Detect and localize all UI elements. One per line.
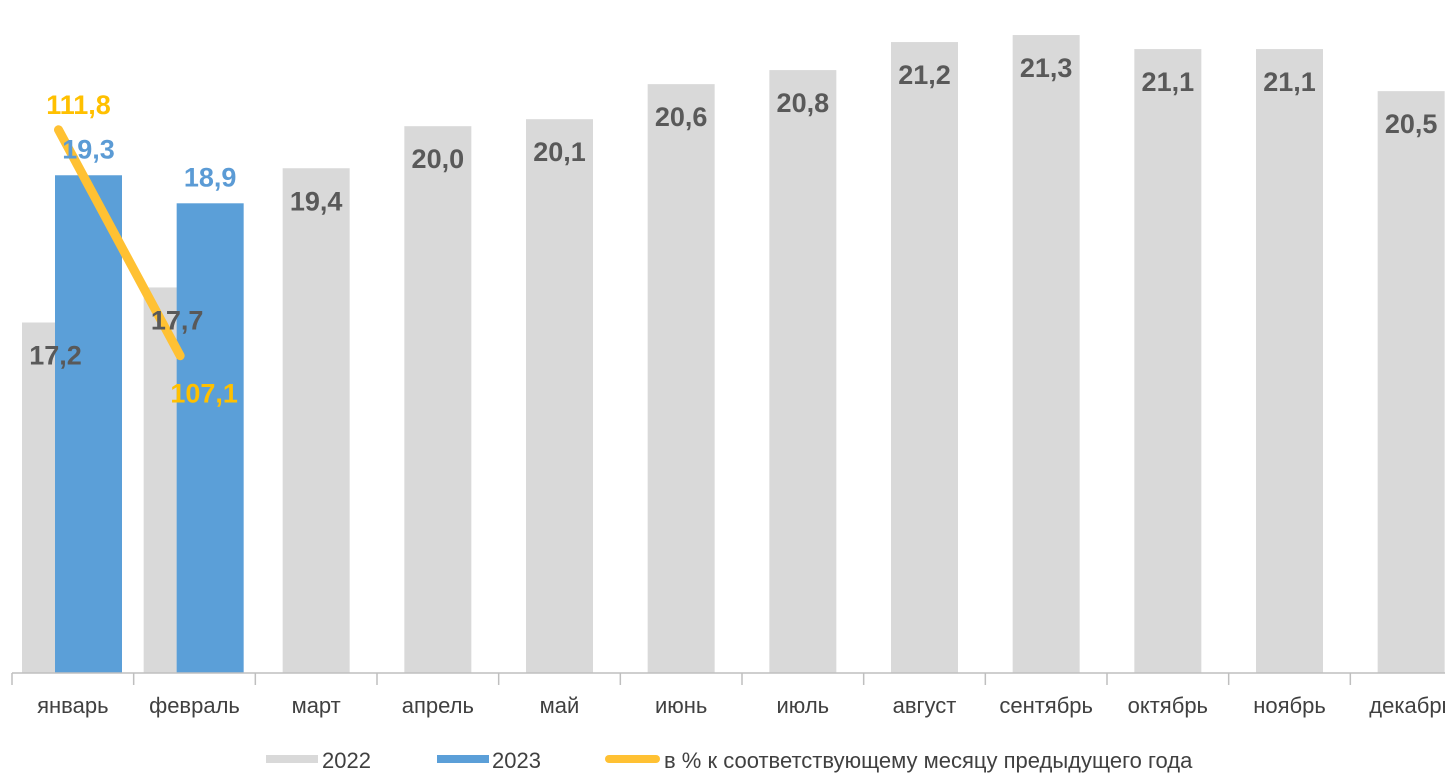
data-label-2022: 21,1 (1263, 67, 1316, 97)
legend-label-2022: 2022 (322, 748, 371, 773)
category-label: сентябрь (999, 693, 1093, 718)
data-label-2022: 21,2 (898, 60, 951, 90)
legend-label-2023: 2023 (492, 748, 541, 773)
bar-2022 (891, 42, 958, 673)
category-label: январь (37, 693, 108, 718)
category-label: апрель (402, 693, 474, 718)
data-label-pct: 107,1 (170, 379, 238, 409)
data-label-2022: 21,3 (1020, 53, 1073, 83)
data-label-2023: 19,3 (62, 134, 115, 164)
bar-2022 (526, 119, 593, 673)
bar-2023 (55, 175, 122, 673)
category-label: февраль (149, 693, 240, 718)
legend-swatch-2023 (437, 755, 489, 763)
data-label-2022: 20,6 (655, 102, 708, 132)
category-label: май (540, 693, 580, 718)
bar-2023 (177, 203, 244, 673)
data-label-2022: 20,0 (412, 144, 465, 174)
legend-label-line: в % к соответствующему месяцу предыдущег… (664, 748, 1193, 773)
bar-2022 (1013, 35, 1080, 673)
category-label: июнь (655, 693, 707, 718)
data-label-2022: 20,1 (533, 137, 586, 167)
bar-2022 (283, 168, 350, 673)
bar-2022 (1256, 49, 1323, 673)
data-label-2022: 19,4 (290, 186, 343, 216)
bar-2022 (1378, 91, 1445, 673)
bar-2022 (1134, 49, 1201, 673)
category-label: август (893, 693, 957, 718)
category-label: октябрь (1128, 693, 1208, 718)
category-labels: январь февраль март апрель май июнь июль август… (37, 693, 1445, 718)
data-label-pct: 111,8 (46, 90, 111, 120)
data-label-2022: 20,8 (777, 88, 830, 118)
legend-swatch-2022 (266, 755, 318, 763)
data-label-2022: 20,5 (1385, 109, 1438, 139)
bars-layer (22, 35, 1445, 673)
x-axis-ticks (12, 673, 1350, 685)
data-label-2022: 21,1 (1142, 67, 1195, 97)
data-label-2023: 18,9 (184, 162, 237, 192)
data-label-2022: 17,7 (151, 305, 204, 335)
bar-2022 (648, 84, 715, 673)
category-label: март (292, 693, 341, 718)
legend: 2022 2023 в % к соответствующему месяцу … (266, 748, 1193, 773)
data-label-2022: 17,2 (29, 340, 82, 370)
bar-2022 (769, 70, 836, 673)
category-label: ноябрь (1253, 693, 1326, 718)
bar-2022 (404, 126, 471, 673)
category-label: июль (777, 693, 830, 718)
category-label: декабрь (1369, 693, 1445, 718)
